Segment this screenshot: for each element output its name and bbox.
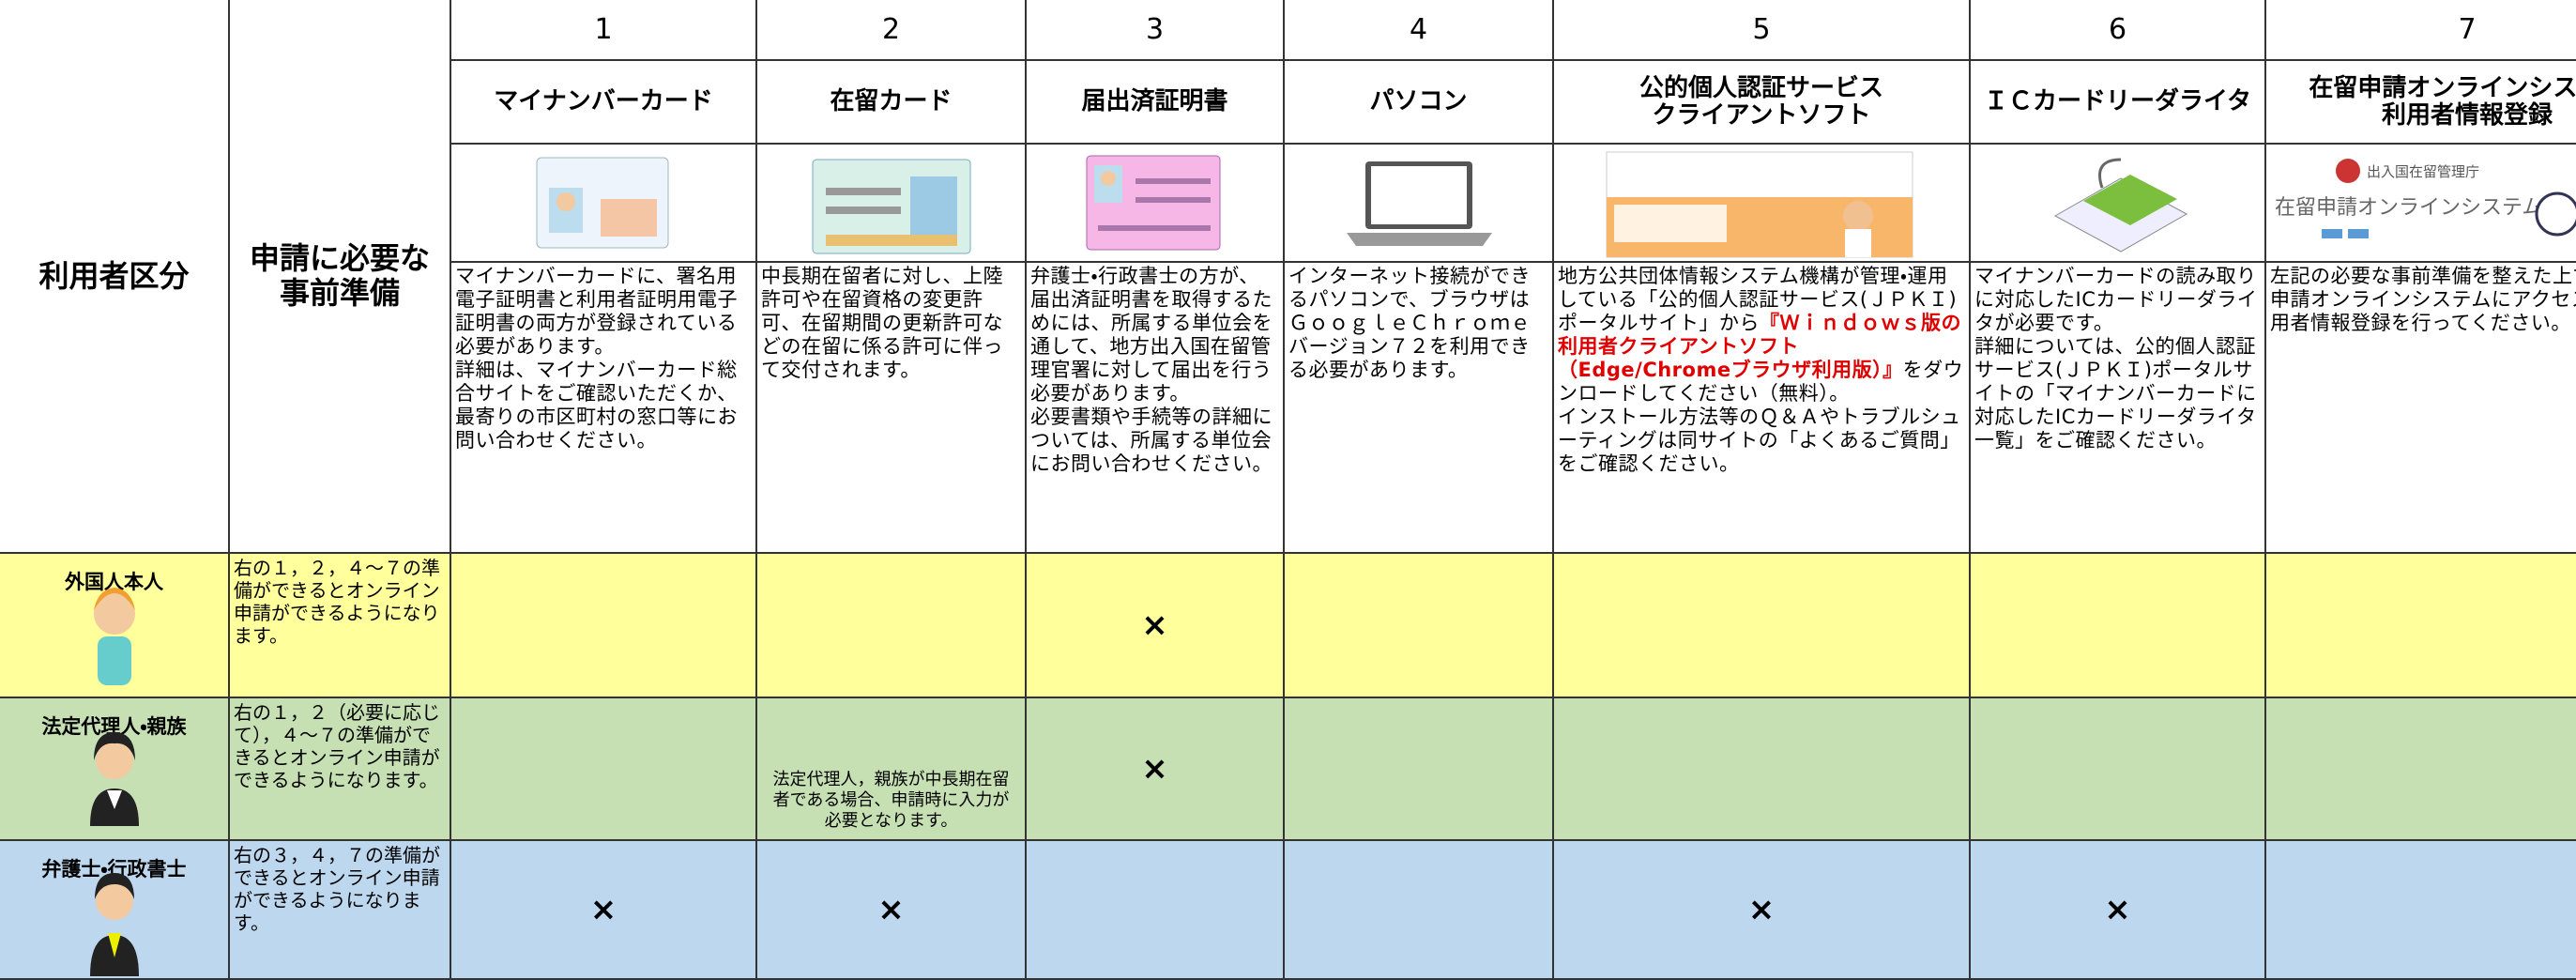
paragraph: 中長期在留者に対し、上陸許可や在留資格の変更許可、在留期間の更新許可などの在留に… [761, 265, 1021, 382]
empty-cell [451, 554, 757, 698]
cross-mark: × [757, 841, 1027, 980]
description-text: マイナンバーカードの読み取りに対応したICカードリーダライタが必要です。 [1974, 265, 2258, 334]
column-name: ＩＣカードリーダライタ [1971, 61, 2266, 145]
user-category-header: 利用者区分 [0, 0, 230, 554]
paragraph: マイナンバーカードの読み取りに対応したICカードリーダライタが必要です。 [1974, 265, 2261, 335]
column-number: 1 [451, 0, 757, 61]
description-text: 左記の必要な事前準備を整えた上で、在留申請オンラインシステムにアクセスし、利用者… [2270, 265, 2576, 334]
column-number: 4 [1285, 0, 1554, 61]
column-description: 中長期在留者に対し、上陸許可や在留資格の変更許可、在留期間の更新許可などの在留に… [757, 263, 1027, 554]
row-category: 弁護士・行政書士 [0, 841, 230, 980]
empty-cell [2266, 554, 2576, 698]
paragraph: マイナンバーカードに、署名用電子証明書と利用者証明用電子証明書の両方が登録されて… [455, 265, 752, 359]
paragraph: 詳細については、公的個人認証サービス(ＪＰＫＩ)ポータルサイトの「マイナンバーカ… [1974, 335, 2261, 452]
description-text: 必要書類や手続等の詳細については、所属する単位会にお問い合わせください。 [1030, 406, 1273, 475]
column-image [451, 145, 757, 263]
row-requirement: 右の３，４，７の準備ができるとオンライン申請ができるようになります。 [230, 841, 451, 980]
empty-cell [1554, 554, 1971, 698]
column-name: パソコン [1285, 61, 1554, 145]
cross-mark: × [1027, 698, 1285, 841]
column-image [757, 145, 1027, 263]
paragraph: 地方公共団体情報システム機構が管理・運用している「公的個人認証サービス(ＪＰＫＩ… [1558, 265, 1965, 406]
column-name: 公的個人認証サービス クライアントソフト [1554, 61, 1971, 145]
column-description: 弁護士・行政書士の方が、届出済証明書を取得するためには、所属する単位会を通して、… [1027, 263, 1285, 554]
column-description: 地方公共団体情報システム機構が管理・運用している「公的個人認証サービス(ＪＰＫＩ… [1554, 263, 1971, 554]
column-description: 左記の必要な事前準備を整えた上で、在留申請オンラインシステムにアクセスし、利用者… [2266, 263, 2576, 554]
column-number: 2 [757, 0, 1027, 61]
cross-mark: × [1027, 554, 1285, 698]
column-number: 5 [1554, 0, 1971, 61]
empty-cell [1971, 698, 2266, 841]
description-text: 弁護士・行政書士の方が、届出済証明書を取得するためには、所属する単位会を通して、… [1030, 265, 1273, 405]
cross-mark: × [451, 841, 757, 980]
cell-note: 法定代理人，親族が中長期在留者である場合、申請時に入力が必要となります。 [757, 698, 1027, 841]
empty-cell [451, 698, 757, 841]
column-image [2266, 145, 2576, 263]
column-number: 3 [1027, 0, 1285, 61]
paragraph: 詳細は、マイナンバーカード総合サイトをご確認いただくか、最寄りの市区町村の窓口等… [455, 359, 752, 452]
row-category: 法定代理人・親族 [0, 698, 230, 841]
column-number: 6 [1971, 0, 2266, 61]
column-number: 7 [2266, 0, 2576, 61]
description-text: 中長期在留者に対し、上陸許可や在留資格の変更許可、在留期間の更新許可などの在留に… [761, 265, 1003, 381]
column-image [1027, 145, 1285, 263]
empty-cell [1554, 698, 1971, 841]
column-description: インターネット接続ができるパソコンで、ブラウザはＧｏｏｇｌｅＣｈｒｏｍｅバージョ… [1285, 263, 1554, 554]
description-text: 詳細については、公的個人認証サービス(ＪＰＫＩ)ポータルサイトの「マイナンバーカ… [1974, 335, 2257, 452]
column-name: 在留申請オンラインシステム 利用者情報登録 [2266, 61, 2576, 145]
description-text: 詳細は、マイナンバーカード総合サイトをご確認いただくか、最寄りの市区町村の窓口等… [455, 359, 738, 452]
description-text: 地方公共団体情報システム機構が管理・運用している「公的個人認証サービス(ＪＰＫＩ… [1558, 265, 1958, 334]
column-image [1285, 145, 1554, 263]
empty-cell [2266, 841, 2576, 980]
empty-cell [757, 554, 1027, 698]
empty-cell [1027, 841, 1285, 980]
cross-mark: × [1971, 841, 2266, 980]
description-text: インストール方法等のＱ＆Ａやトラブルシューティングは同サイトの「よくあるご質問」… [1558, 406, 1961, 475]
empty-cell [1285, 698, 1554, 841]
empty-cell [2266, 698, 2576, 841]
description-text: をダウンロードしてください（無料）。 [1558, 359, 1964, 405]
paragraph: 左記の必要な事前準備を整えた上で、在留申請オンラインシステムにアクセスし、利用者… [2270, 265, 2576, 335]
paragraph: インターネット接続ができるパソコンで、ブラウザはＧｏｏｇｌｅＣｈｒｏｍｅバージョ… [1288, 265, 1548, 382]
row-category: 外国人本人 [0, 554, 230, 698]
row-requirement: 右の１，２（必要に応じて），４～７の準備ができるとオンライン申請ができるようにな… [230, 698, 451, 841]
paragraph: 必要書類や手続等の詳細については、所属する単位会にお問い合わせください。 [1030, 406, 1279, 476]
empty-cell [1285, 841, 1554, 980]
column-image [1554, 145, 1971, 263]
column-description: マイナンバーカードの読み取りに対応したICカードリーダライタが必要です。 詳細につ… [1971, 263, 2266, 554]
preparation-header: 申請に必要な 事前準備 [230, 0, 451, 554]
description-text: マイナンバーカードに、署名用電子証明書と利用者証明用電子証明書の両方が登録されて… [455, 265, 738, 358]
column-name: 届出済証明書 [1027, 61, 1285, 145]
empty-cell [1971, 554, 2266, 698]
cross-mark: × [1554, 841, 1971, 980]
column-name: マイナンバーカード [451, 61, 757, 145]
column-name: 在留カード [757, 61, 1027, 145]
column-image [1971, 145, 2266, 263]
paragraph: 弁護士・行政書士の方が、届出済証明書を取得するためには、所属する単位会を通して、… [1030, 265, 1279, 406]
empty-cell [1285, 554, 1554, 698]
paragraph: インストール方法等のＱ＆Ａやトラブルシューティングは同サイトの「よくあるご質問」… [1558, 406, 1965, 476]
column-description: マイナンバーカードに、署名用電子証明書と利用者証明用電子証明書の両方が登録されて… [451, 263, 757, 554]
row-requirement: 右の１，２，４～７の準備ができるとオンライン申請ができるようになります。 [230, 554, 451, 698]
description-text: インターネット接続ができるパソコンで、ブラウザはＧｏｏｇｌｅＣｈｒｏｍｅバージョ… [1288, 265, 1531, 381]
description-text: 『Ｗｉｎｄｏｗｓ版の利用者クライアントソフト（Edge/Chromeブラウザ利用… [1558, 312, 1961, 381]
